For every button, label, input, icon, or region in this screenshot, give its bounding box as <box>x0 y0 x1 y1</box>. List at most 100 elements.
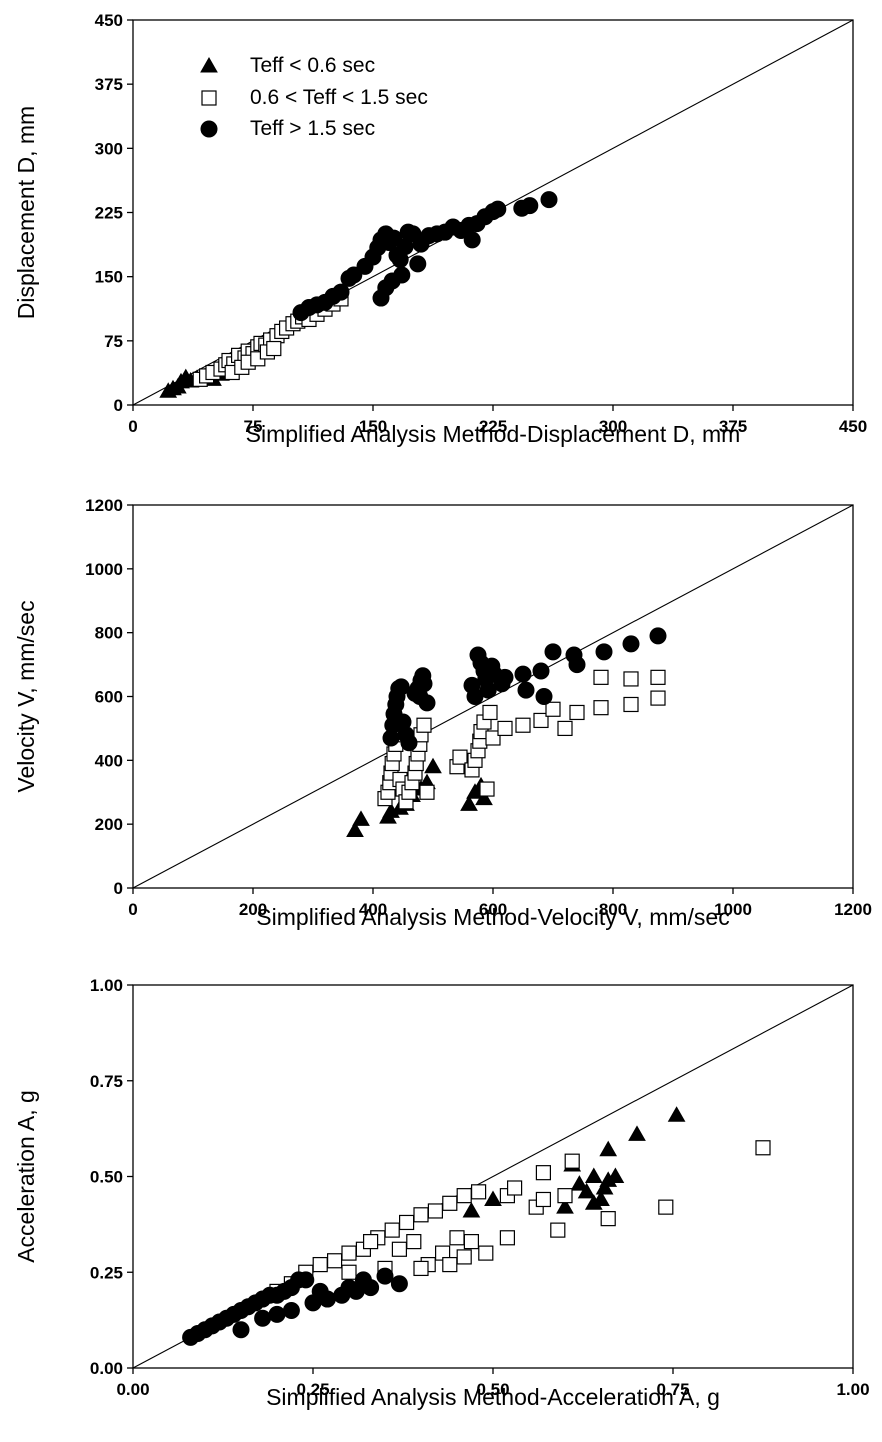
y-tick-label: 0.50 <box>90 1168 123 1187</box>
data-point <box>569 704 585 721</box>
x-tick-label: 225 <box>479 417 507 436</box>
data-point <box>533 712 549 729</box>
x-tick-label: 800 <box>599 900 627 919</box>
data-point <box>352 810 370 826</box>
x-tick-label: 150 <box>359 417 387 436</box>
data-point <box>409 255 427 273</box>
data-point <box>479 681 497 699</box>
series-3 <box>182 1267 408 1346</box>
x-axis-label: Simplified Analysis Method-Acceleration … <box>266 1384 720 1410</box>
data-point <box>376 1267 394 1285</box>
data-point <box>449 1230 465 1246</box>
data-point <box>497 720 513 737</box>
y-tick-label: 150 <box>95 268 123 287</box>
data-point <box>399 1214 415 1231</box>
data-point <box>485 730 501 746</box>
data-point <box>419 784 435 800</box>
series-3 <box>292 191 558 322</box>
data-point <box>442 1195 458 1211</box>
data-point <box>462 1201 481 1218</box>
data-point <box>650 690 666 706</box>
data-point <box>345 266 363 284</box>
data-point <box>568 656 586 674</box>
data-point <box>463 231 481 249</box>
data-point <box>475 789 493 806</box>
data-point <box>532 662 550 680</box>
legend-marker <box>200 120 218 138</box>
data-point <box>600 1211 616 1227</box>
data-point <box>599 1140 618 1157</box>
data-point <box>390 1275 408 1293</box>
chart-panel-3: 0.00 0.25 0.50 0.75 1.00 0.00 0.25 0.50 0.75 1.00… <box>13 976 870 1410</box>
data-point <box>418 694 436 712</box>
data-point <box>479 781 495 797</box>
data-point <box>406 1234 422 1250</box>
data-point <box>463 1234 479 1250</box>
x-tick-label: 0.75 <box>656 1380 689 1399</box>
data-point <box>570 1175 589 1191</box>
legend: Teff < 0.6 sec 0.6 < Teff < 1.5 sec Teff >… <box>200 54 428 140</box>
x-tick-label: 1.00 <box>836 1380 869 1399</box>
data-point <box>584 1194 603 1210</box>
data-point <box>400 734 418 752</box>
x-tick-label: 450 <box>839 417 867 436</box>
x-tick-label: 1000 <box>714 900 752 919</box>
y-tick-label: 450 <box>95 11 123 30</box>
data-point <box>362 1279 380 1297</box>
y-axis-label: Velocity V, mm/sec <box>13 600 39 792</box>
data-point <box>606 1167 625 1183</box>
series-2 <box>269 1140 771 1300</box>
data-point <box>515 717 531 733</box>
data-point <box>427 1203 443 1219</box>
data-point <box>540 191 558 209</box>
data-point <box>535 1165 552 1181</box>
data-point <box>254 1309 272 1327</box>
y-tick-label: 225 <box>95 204 123 223</box>
legend-label: Teff > 1.5 sec <box>250 117 375 140</box>
data-point <box>507 1180 523 1196</box>
data-point <box>658 1199 674 1215</box>
data-point <box>595 643 613 661</box>
y-tick-label: 0.75 <box>90 1072 123 1091</box>
x-axis-label: Simplified Analysis Method-Displacement … <box>246 421 741 447</box>
y-axis-label: Displacement D, mm <box>13 106 39 319</box>
data-point <box>384 1222 400 1238</box>
data-point <box>628 1125 646 1141</box>
data-point <box>327 1253 343 1269</box>
y-tick-label: 1.00 <box>90 976 123 995</box>
data-point <box>496 668 514 686</box>
data-point <box>564 1153 580 1169</box>
data-point <box>577 1182 596 1199</box>
series-1 <box>462 1106 686 1218</box>
y-tick-label: 300 <box>95 139 123 158</box>
data-point <box>346 821 364 838</box>
data-point <box>499 1230 515 1246</box>
data-point <box>650 669 666 685</box>
data-point <box>517 681 535 699</box>
legend-label: Teff < 0.6 sec <box>250 54 375 77</box>
y-tick-label: 400 <box>95 751 123 770</box>
data-point <box>584 1167 603 1183</box>
x-tick-label: 0 <box>128 900 137 919</box>
data-point <box>312 1256 328 1273</box>
data-point <box>556 1198 574 1214</box>
data-point <box>623 696 639 713</box>
y-tick-label: 1000 <box>85 560 123 579</box>
data-point <box>521 197 539 215</box>
y-tick-label: 1200 <box>85 496 123 515</box>
x-tick-label: 0 <box>128 417 137 436</box>
y-tick-label: 600 <box>95 688 123 707</box>
data-point <box>471 1184 487 1200</box>
data-point <box>413 1260 429 1277</box>
data-point <box>282 1302 300 1320</box>
data-point <box>649 627 667 645</box>
data-point <box>452 749 468 765</box>
data-point <box>478 1245 494 1261</box>
data-point <box>392 678 410 696</box>
data-point <box>311 1282 329 1300</box>
y-tick-label: 0 <box>114 396 123 415</box>
data-point <box>595 1178 614 1195</box>
data-point <box>557 1188 573 1204</box>
y-tick-label: 375 <box>95 75 123 94</box>
